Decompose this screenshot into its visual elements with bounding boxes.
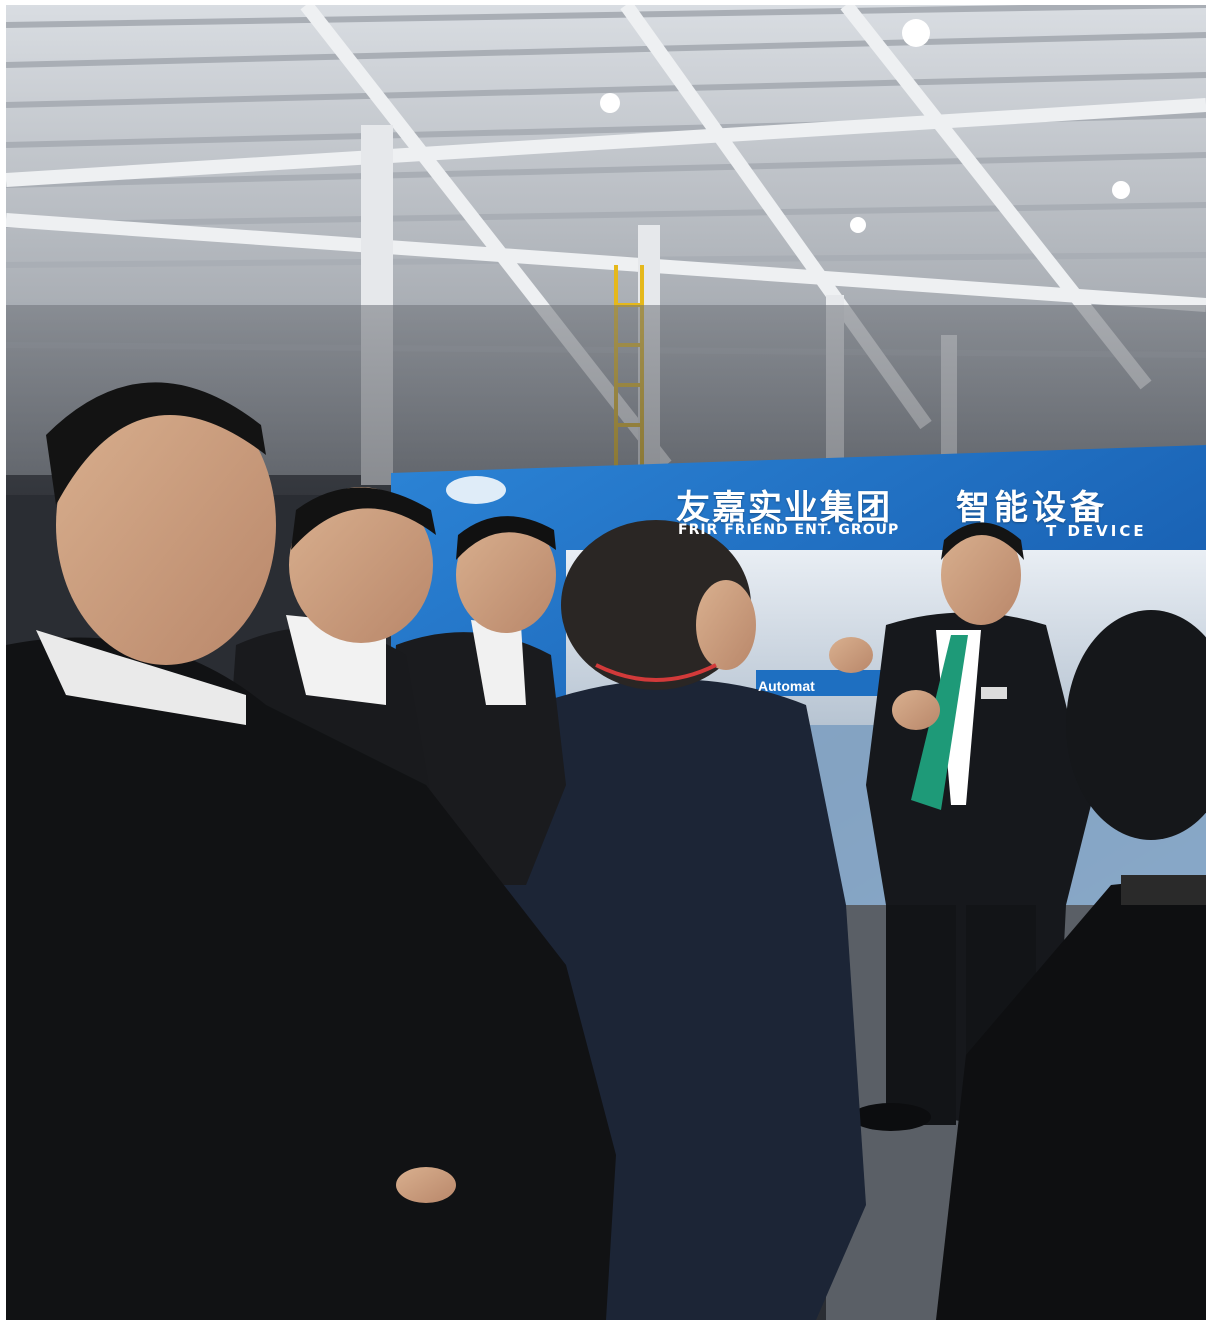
scene-illustration: [6, 5, 1206, 1320]
ceiling-lights: [600, 19, 1130, 233]
banner-title-company: 友嘉实业集团: [676, 488, 892, 528]
banner-subtitle-company: FRIR FRIEND ENT. GROUP: [678, 522, 900, 538]
banner-label-strip: [756, 670, 886, 696]
banner-subtitle-device: T DEVICE: [1046, 522, 1147, 540]
photo: 友嘉实业集团 智能设备 FRIR FRIEND ENT. GROUP T DEV…: [6, 5, 1206, 1320]
banner-panel-label: Automat: [758, 678, 815, 694]
banner-cloud: [446, 476, 506, 504]
visitor-foreground-left: [6, 382, 616, 1320]
banner-title-device: 智能设备: [956, 488, 1108, 528]
visitor-right-edge: [936, 610, 1206, 1320]
